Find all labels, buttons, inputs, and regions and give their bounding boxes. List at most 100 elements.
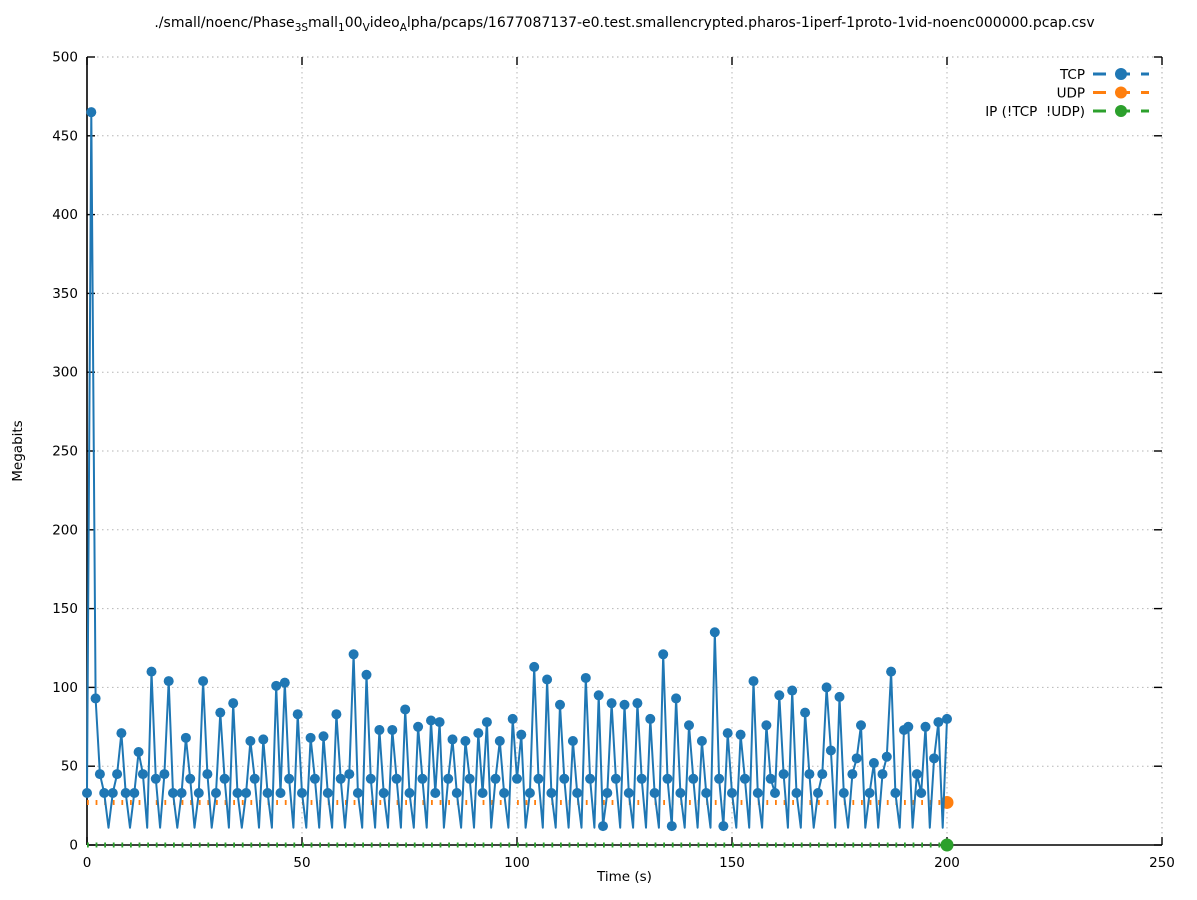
tcp-point [322,787,333,798]
tcp-point [426,715,436,726]
y-tick-label: 100 [52,680,78,696]
tcp-point [82,787,92,798]
tcp-point [150,773,161,784]
tcp-point [662,773,673,784]
chart-title: ./small/noenc/Phase3Small100VideoAlpha/p… [87,15,1162,34]
tcp-point [258,734,269,745]
tcp-point [813,787,823,798]
x-tick-label: 150 [719,855,745,871]
y-tick-labels: 0 50 100 150 200 250 300 350 400 450 500 [52,50,78,854]
tcp-point [701,787,712,798]
tcp-point [86,107,97,118]
title-segment-subscript: V [362,22,370,34]
tcp-point [610,773,621,784]
tcp-point [116,728,127,739]
tcp-point [335,773,346,784]
tcp-point [649,787,660,798]
tcp-point [619,699,630,710]
tcp-point [512,773,522,784]
tcp-point [696,735,707,746]
tcp-point [417,773,428,784]
tcp-series [82,107,952,832]
tcp-point [847,769,858,780]
tcp-point [477,787,488,798]
tcp-point [451,787,462,798]
tcp-point [245,735,256,746]
y-tick-label: 500 [52,50,78,66]
tcp-point [361,669,372,680]
tcp-point [727,787,737,798]
tcp-point [241,787,252,798]
tcp-point [942,713,952,724]
x-tick-label: 200 [934,855,960,871]
tcp-point [632,698,643,709]
tcp-point [791,787,802,798]
title-segment: 00 [344,15,363,31]
tcp-point [344,769,355,780]
tcp-point [709,627,720,638]
tcp-point [413,721,424,732]
tcp-point [770,787,780,798]
tcp-point [481,717,492,728]
y-tick-label: 150 [52,601,78,617]
tcp-point [671,693,682,704]
tcp-point [602,787,613,798]
tcp-point [168,787,178,798]
x-tick-label: 250 [1149,855,1175,871]
tcp-point [825,745,836,756]
tcp-point [718,821,729,832]
tcp-point [580,672,591,683]
tcp-point [202,769,213,780]
tcp-point [868,758,879,769]
x-tick-labels: 0 50 100 150 200 250 [83,855,1175,871]
tcp-point [228,698,239,709]
tcp-point [929,753,940,764]
tcp-point [185,773,196,784]
y-tick-label: 350 [52,286,78,302]
title-segment-subscript: A [399,22,407,34]
tcp-point [675,787,686,798]
tcp-point [559,773,570,784]
tcp-point [739,773,750,784]
tcp-point [387,724,398,735]
tcp-point [271,680,282,691]
tcp-point [129,787,140,798]
tcp-point [516,729,527,740]
tcp-point [593,690,604,701]
legend-entry: IP (!TCP !UDP) [985,104,1149,120]
tcp-point [524,787,535,798]
tcp-point [490,773,501,784]
tcp-point [99,787,110,798]
tcp-point [249,773,260,784]
tcp-point [804,769,815,780]
tcp-point [567,735,578,746]
tcp-point [916,787,927,798]
tcp-point [284,773,295,784]
tcp-point [748,676,759,687]
tcp-point [262,787,273,798]
tcp-point [684,720,694,731]
tcp-point [430,787,441,798]
tcp-point [107,787,118,798]
legend-label: IP (!TCP !UDP) [985,104,1085,120]
tcp-point [645,713,656,724]
tcp-point [606,698,617,709]
tcp-point [275,787,286,798]
title-segment: ideo [369,15,400,31]
tcp-point [215,707,226,718]
tcp-point [735,729,746,740]
tcp-point [443,773,454,784]
title-segment: mall [308,15,339,31]
tcp-point [292,709,303,720]
tcp-point [447,734,458,745]
tcp-point [920,721,931,732]
tcp-point [542,674,553,685]
tcp-point [365,773,376,784]
y-tick-label: 300 [52,365,78,381]
tcp-point [636,773,647,784]
y-tick-label: 50 [61,759,78,775]
legend-label: TCP [1059,67,1085,83]
legend-marker-sample [1115,86,1127,99]
tcp-point [146,666,157,677]
tcp-point [533,773,544,784]
